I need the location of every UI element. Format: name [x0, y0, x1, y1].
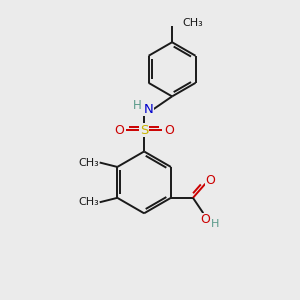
Text: CH₃: CH₃: [182, 18, 203, 28]
Text: N: N: [144, 103, 153, 116]
Text: S: S: [140, 124, 148, 137]
Text: CH₃: CH₃: [78, 197, 99, 207]
Text: H: H: [211, 219, 219, 229]
Text: CH₃: CH₃: [78, 158, 99, 167]
Text: O: O: [114, 124, 124, 137]
Text: H: H: [133, 99, 142, 112]
Text: O: O: [164, 124, 174, 137]
Text: O: O: [206, 174, 216, 187]
Text: O: O: [200, 213, 210, 226]
